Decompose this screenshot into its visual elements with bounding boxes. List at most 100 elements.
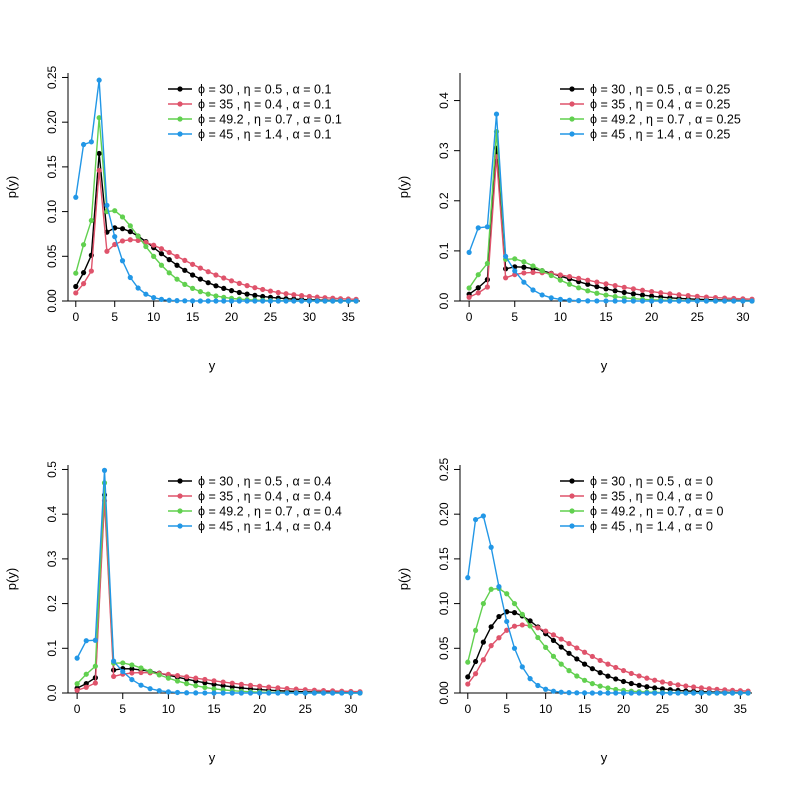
data-point xyxy=(221,294,227,300)
data-point xyxy=(302,690,308,696)
data-point xyxy=(96,115,102,121)
data-point xyxy=(649,293,655,299)
data-point xyxy=(184,690,190,696)
data-point xyxy=(345,298,351,304)
data-point xyxy=(166,270,172,276)
x-tick-label: 25 xyxy=(299,702,313,716)
data-point xyxy=(594,279,600,285)
y-tick-label: 0.10 xyxy=(437,592,451,616)
data-point xyxy=(83,638,89,644)
data-point xyxy=(585,281,591,287)
data-point xyxy=(143,243,149,250)
data-point xyxy=(266,684,272,690)
x-tick-label: 15 xyxy=(578,702,592,716)
data-point xyxy=(521,264,527,270)
data-point xyxy=(519,664,525,670)
data-point xyxy=(111,673,117,680)
data-point xyxy=(488,643,494,649)
data-point xyxy=(585,298,591,304)
data-point xyxy=(511,645,518,651)
data-point xyxy=(558,644,564,650)
data-point xyxy=(205,280,211,286)
data-point xyxy=(88,217,94,224)
data-point xyxy=(488,544,494,550)
data-point xyxy=(504,627,510,633)
x-tick-label: 20 xyxy=(225,310,239,324)
data-point xyxy=(512,268,518,274)
legend-label: ϕ = 30 , η = 0.5 , α = 0 xyxy=(590,475,713,489)
legend-swatch-point xyxy=(569,493,575,499)
x-tick-label: 5 xyxy=(503,702,510,716)
data-point xyxy=(138,682,144,688)
data-point xyxy=(252,292,258,298)
data-point xyxy=(740,298,746,304)
data-point xyxy=(712,298,719,304)
legend-swatch-point xyxy=(569,101,575,107)
data-point xyxy=(275,289,281,296)
data-point xyxy=(202,684,208,691)
data-point xyxy=(636,673,642,679)
legend-label: ϕ = 49.2 , η = 0.7 , α = 0 xyxy=(590,505,723,519)
data-point xyxy=(557,272,563,278)
data-point xyxy=(722,298,728,304)
data-point xyxy=(213,283,219,289)
data-point xyxy=(193,690,199,696)
data-point xyxy=(314,298,320,304)
data-point xyxy=(330,298,336,304)
data-point xyxy=(620,678,627,685)
data-point xyxy=(566,668,572,674)
y-tick-label: 0.20 xyxy=(437,502,451,526)
data-point xyxy=(252,285,258,291)
data-point xyxy=(120,660,126,666)
data-point xyxy=(252,298,258,304)
data-point xyxy=(112,241,118,248)
data-point xyxy=(127,237,133,243)
data-point xyxy=(284,685,290,692)
x-tick-label: 35 xyxy=(734,702,748,716)
data-point xyxy=(675,690,681,696)
data-point xyxy=(597,657,603,664)
series-4 xyxy=(74,467,363,696)
data-point xyxy=(197,289,203,295)
data-point xyxy=(267,288,274,294)
data-point xyxy=(574,690,580,696)
data-point xyxy=(543,644,549,651)
legend-label: ϕ = 30 , η = 0.5 , α = 0.4 xyxy=(198,475,331,489)
data-point xyxy=(676,292,682,298)
data-point xyxy=(202,676,208,683)
data-point xyxy=(119,226,126,232)
x-tick-label: 15 xyxy=(207,702,221,716)
data-point xyxy=(275,685,281,691)
data-point xyxy=(229,690,235,696)
data-point xyxy=(706,686,712,692)
data-point xyxy=(585,288,591,294)
data-point xyxy=(466,294,472,300)
data-point xyxy=(527,676,533,682)
data-point xyxy=(745,690,751,696)
data-point xyxy=(129,670,135,676)
data-point xyxy=(306,298,312,304)
data-point xyxy=(74,687,80,693)
data-point xyxy=(683,683,689,689)
data-point xyxy=(166,249,172,256)
data-point xyxy=(151,253,157,259)
series-line xyxy=(467,611,749,694)
x-tick-label: 0 xyxy=(72,310,79,324)
data-point xyxy=(722,690,728,696)
data-point xyxy=(299,293,305,299)
y-tick-label: 0.3 xyxy=(437,142,451,159)
x-tick-label: 25 xyxy=(656,702,670,716)
data-point xyxy=(667,298,673,304)
legend: ϕ = 30 , η = 0.5 , α = 0ϕ = 35 , η = 0.4… xyxy=(560,475,723,534)
data-point xyxy=(228,288,235,294)
data-point xyxy=(535,625,541,631)
data-point xyxy=(594,290,600,296)
series-1 xyxy=(73,150,359,304)
data-point xyxy=(236,298,242,304)
series-4 xyxy=(466,111,755,304)
data-point xyxy=(519,611,525,617)
data-point xyxy=(80,141,87,148)
y-axis-title: p(y) xyxy=(396,568,411,590)
data-point xyxy=(184,681,190,687)
data-point xyxy=(260,298,266,304)
